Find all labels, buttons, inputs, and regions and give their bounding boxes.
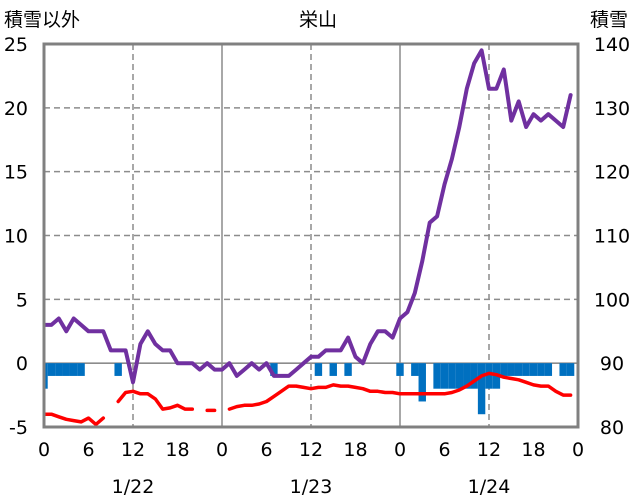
bar-h01 bbox=[47, 363, 56, 376]
bar-h51 bbox=[418, 363, 426, 402]
date-label: 1/22 bbox=[112, 476, 155, 498]
bar-h70 bbox=[559, 363, 567, 376]
bar-series bbox=[44, 363, 575, 415]
x-tick-label: 0 bbox=[572, 439, 584, 461]
bar-h55 bbox=[448, 363, 456, 389]
chart-title: 栄山 bbox=[299, 9, 337, 31]
bar-h68 bbox=[544, 363, 553, 376]
bar-h48 bbox=[396, 363, 404, 376]
x-tick-label: 0 bbox=[216, 439, 228, 461]
bar-h71 bbox=[566, 363, 575, 376]
x-tick-label: 12 bbox=[477, 439, 501, 461]
x-tick-label: 0 bbox=[394, 439, 406, 461]
right-y-tick-label: 130 bbox=[594, 98, 630, 120]
right-y-tick-label: 140 bbox=[594, 34, 630, 56]
right-y-tick-label: 120 bbox=[594, 162, 630, 184]
bar-h54 bbox=[440, 363, 449, 389]
right-y-tick-label: 100 bbox=[594, 289, 630, 311]
bar-h50 bbox=[411, 363, 419, 376]
left-y-tick-label: 25 bbox=[4, 34, 28, 56]
x-tick-label: 18 bbox=[165, 439, 189, 461]
bar-h57 bbox=[463, 363, 471, 389]
right-axis-title: 積雪 bbox=[590, 9, 628, 31]
x-tick-label: 18 bbox=[521, 439, 545, 461]
bar-h53 bbox=[433, 363, 441, 389]
bar-h63 bbox=[507, 363, 515, 376]
bar-h39 bbox=[329, 363, 337, 376]
bar-h10 bbox=[114, 363, 122, 376]
line-series bbox=[44, 48, 573, 427]
date-label: 1/24 bbox=[468, 476, 511, 498]
bar-h59 bbox=[477, 363, 486, 415]
bar-h64 bbox=[514, 363, 523, 376]
left-y-tick-label: 20 bbox=[4, 98, 28, 120]
red-line-segment-0 bbox=[44, 412, 106, 427]
bar-h37 bbox=[314, 363, 323, 376]
bar-h60 bbox=[485, 363, 493, 389]
left-y-tick-label: -5 bbox=[9, 417, 28, 439]
bar-h04 bbox=[69, 363, 78, 376]
left-y-tick-label: 10 bbox=[4, 226, 28, 248]
bar-h65 bbox=[522, 363, 530, 376]
bar-h58 bbox=[470, 363, 478, 389]
left-y-tick-label: 5 bbox=[16, 289, 28, 311]
left-y-tick-label: 15 bbox=[4, 162, 28, 184]
x-tick-label: 6 bbox=[82, 439, 94, 461]
bar-h56 bbox=[455, 363, 464, 389]
plot-frame bbox=[42, 42, 580, 429]
bar-h00 bbox=[44, 363, 48, 389]
x-tick-label: 0 bbox=[38, 439, 50, 461]
right-y-tick-label: 90 bbox=[600, 353, 624, 375]
x-tick-label: 12 bbox=[299, 439, 323, 461]
x-tick-label: 12 bbox=[121, 439, 145, 461]
bar-h31 bbox=[270, 363, 278, 376]
date-label: 1/23 bbox=[290, 476, 333, 498]
x-tick-label: 6 bbox=[260, 439, 272, 461]
bar-h02 bbox=[55, 363, 63, 376]
bar-h05 bbox=[77, 363, 85, 376]
bar-h67 bbox=[537, 363, 545, 376]
bar-h41 bbox=[344, 363, 352, 376]
x-tick-label: 6 bbox=[438, 439, 450, 461]
bar-h66 bbox=[529, 363, 538, 376]
right-y-tick-label: 80 bbox=[600, 417, 624, 439]
purple-line-segment-0 bbox=[44, 48, 573, 385]
red-line-segment-3 bbox=[227, 371, 573, 411]
right-y-tick-label: 110 bbox=[594, 226, 630, 248]
x-tick-label: 18 bbox=[343, 439, 367, 461]
left-axis-title: 積雪以外 bbox=[4, 9, 80, 31]
bar-h03 bbox=[62, 363, 70, 376]
left-y-tick-label: 0 bbox=[16, 353, 28, 375]
bar-h62 bbox=[500, 363, 508, 376]
red-line-segment-1 bbox=[116, 389, 195, 411]
